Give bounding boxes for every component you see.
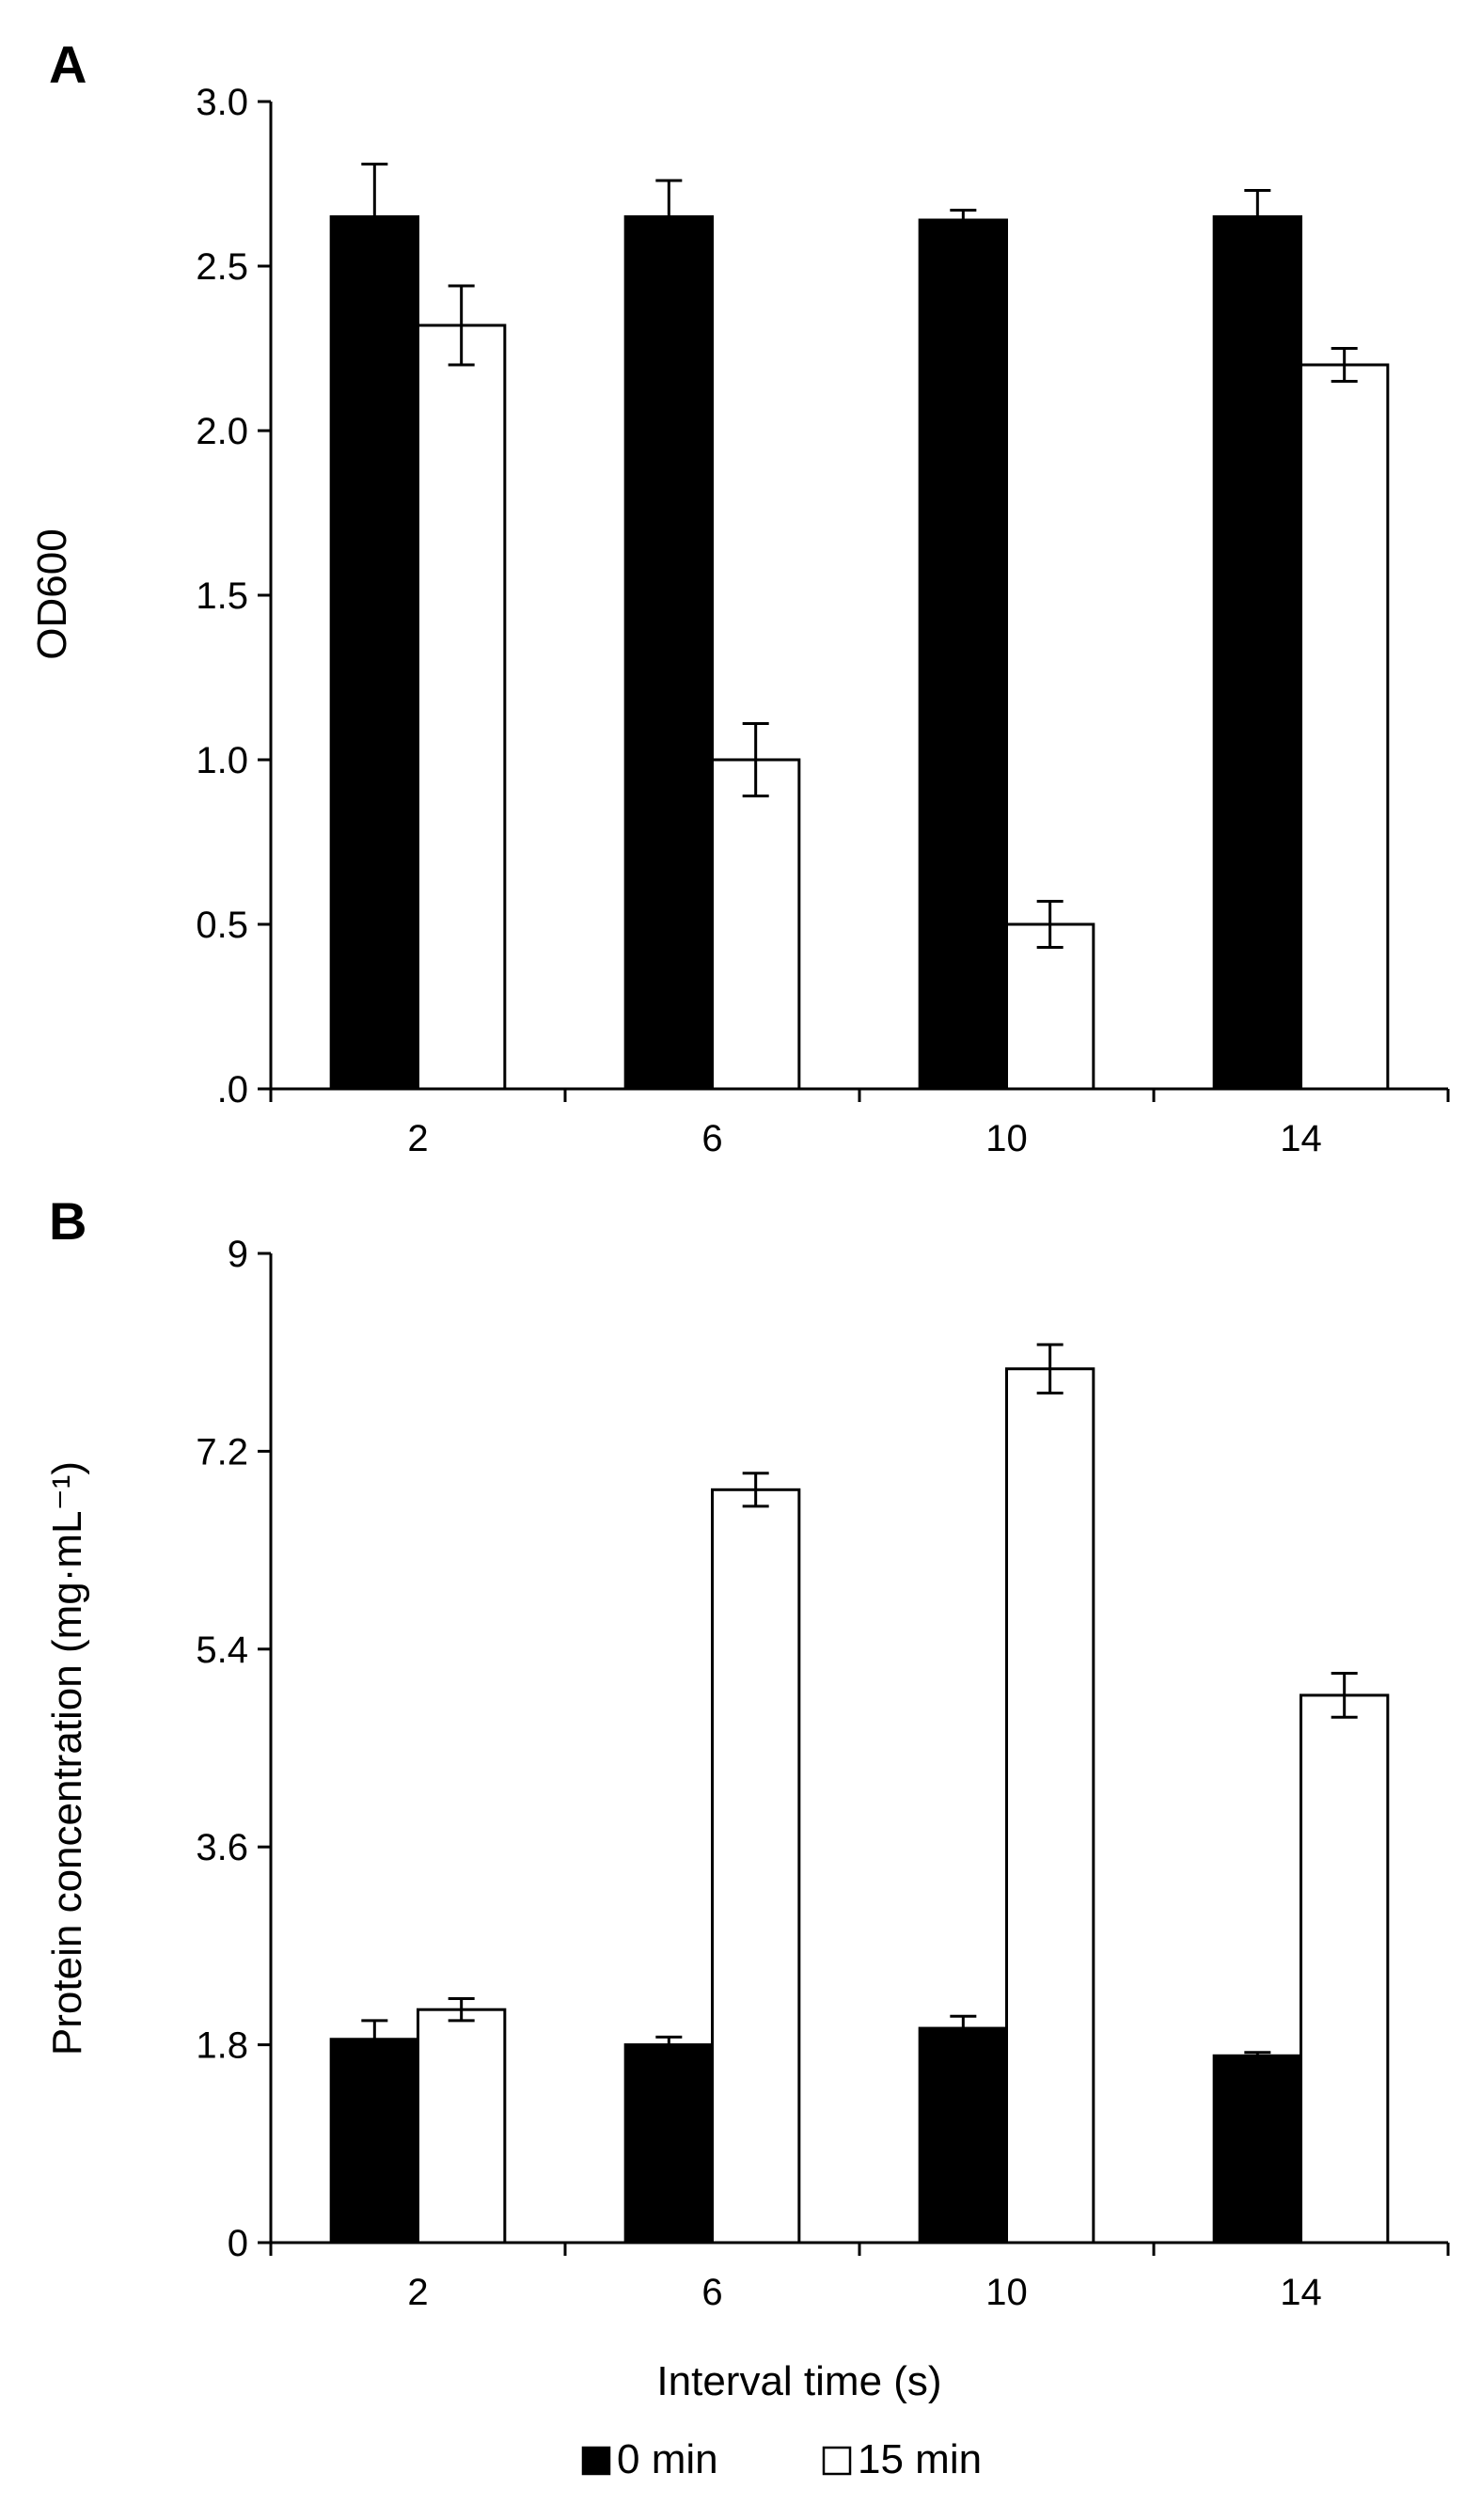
panel-a-y-axis-title: OD600 [29,528,75,659]
panel-b-x-tick-label: 14 [1280,2272,1322,2313]
panel-a-chart: A OD600 .0 0.5 1.0 1.5 2.0 2.5 3.0 2 6 10 14 [29,35,1450,1159]
panel-a-bar-15-min [417,323,507,1091]
panel-b-bars [329,1343,1390,2244]
panel-b-bar-15-min [417,2008,507,2244]
legend-swatch-15-min [822,2446,852,2476]
panel-a-bar-0-min [623,215,714,1091]
panel-b-bar-15-min [1300,1693,1390,2244]
panel-b-label: B [49,1191,87,1251]
panel-a-bar-0-min [918,218,1008,1091]
panel-a-y-tick-label: 3.0 [196,82,248,123]
panel-b-x-tick-label: 2 [407,2272,428,2313]
legend-label-15-min: 15 min [858,2436,982,2482]
legend-label-0-min: 0 min [617,2436,718,2482]
panel-b-y-tick-label: 1.8 [196,2025,248,2067]
panel-b-y-tick-label: 5.4 [196,1630,248,1671]
panel-a-y-tick-label: 2.0 [196,411,248,452]
panel-b-x-tick-label: 6 [701,2272,722,2313]
panel-b-chart: B Protein concentration (mg·mL⁻¹) Interv… [44,1191,1450,2404]
panel-b-x-axis-title: Interval time (s) [656,2358,941,2404]
panel-b-y-tick-label: 0 [228,2223,248,2264]
panel-a-y-tick-label: .0 [217,1069,248,1110]
panel-b-y-tick-label: 9 [228,1234,248,1275]
panel-a-bar-15-min [1300,363,1390,1091]
panel-b-y-axis-title: Protein concentration (mg·mL⁻¹) [44,1461,90,2055]
panel-b-bar-15-min [711,1488,801,2244]
panel-a-y-tick-label: 1.0 [196,740,248,781]
panel-a-axes: .0 0.5 1.0 1.5 2.0 2.5 3.0 2 6 10 14 [196,82,1450,1159]
panel-a-bar-0-min [329,215,420,1091]
panel-a-x-tick-label: 10 [985,1118,1028,1159]
legend-swatch-0-min [581,2446,611,2476]
panel-a-bar-15-min [711,758,801,1091]
panel-b-x-tick-label: 10 [985,2272,1028,2313]
panel-a-bar-0-min [1212,215,1303,1091]
panel-a-y-tick-label: 2.5 [196,246,248,288]
panel-a-y-tick-label: 0.5 [196,905,248,946]
panel-b-bar-0-min [623,2043,714,2244]
panel-a-x-tick-label: 14 [1280,1118,1322,1159]
panel-b-bar-15-min [1005,1367,1095,2244]
panel-a-label: A [49,35,87,94]
panel-b-bar-0-min [918,2026,1008,2244]
panel-a-bars [329,163,1390,1091]
panel-b-bar-0-min [329,2038,420,2244]
legend: 0 min 15 min [581,2436,982,2482]
panel-b-bar-0-min [1212,2054,1303,2244]
panel-a-x-tick-label: 2 [407,1118,428,1159]
panel-a-bar-15-min [1005,922,1095,1091]
panel-b-y-tick-label: 7.2 [196,1431,248,1473]
panel-a-x-tick-label: 6 [701,1118,722,1159]
panel-b-y-tick-label: 3.6 [196,1827,248,1868]
panel-a-y-tick-label: 1.5 [196,575,248,617]
